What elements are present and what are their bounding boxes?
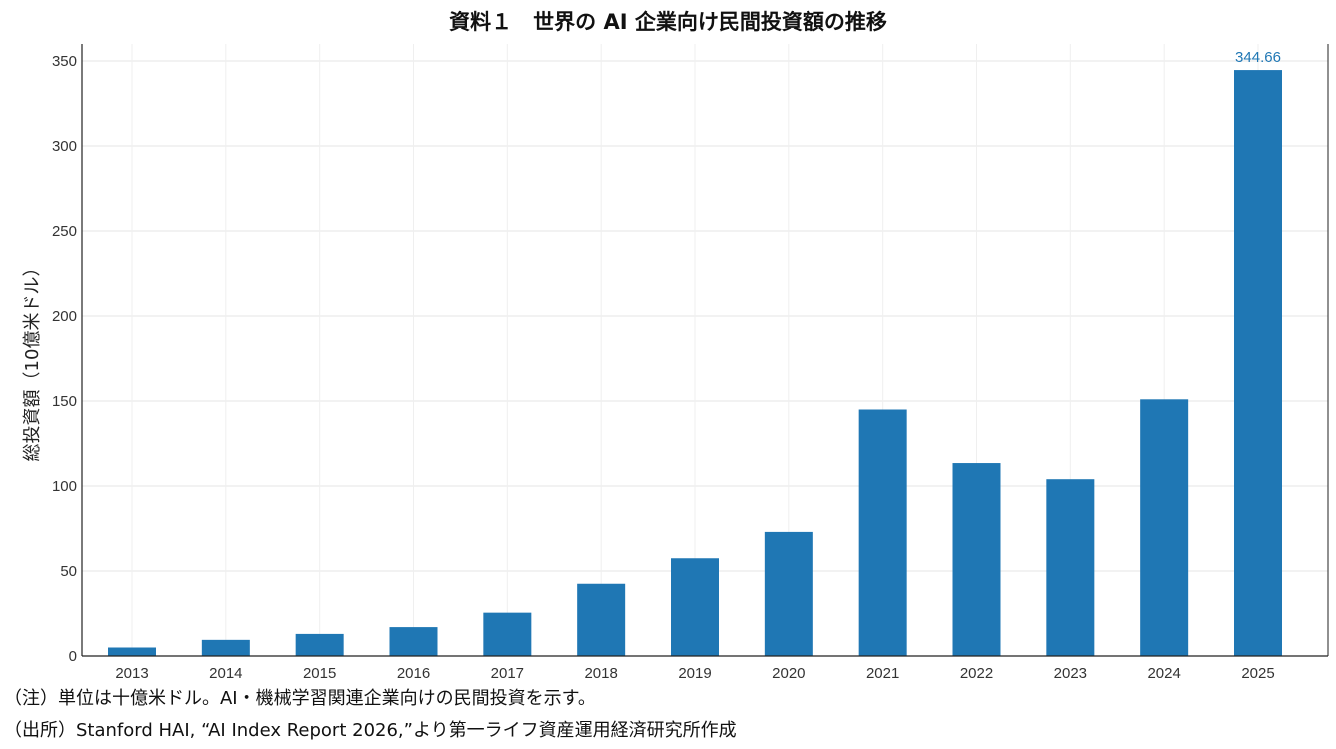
bar-2016 — [389, 627, 438, 656]
x-tick-label: 2014 — [209, 665, 242, 680]
y-tick-label: 150 — [52, 393, 77, 410]
axes: 0 50 100 150 200 250 300 350 2013 2014 2015 2016 201… — [52, 44, 1329, 680]
source-note: （出所）Stanford HAI, “AI Index Report 2026,… — [4, 720, 737, 741]
x-tick-label: 2024 — [1147, 665, 1180, 680]
data-label: 344.66 — [1235, 49, 1281, 66]
y-tick-label: 300 — [52, 138, 77, 155]
y-axis-label: 総投資額（10億米ドル） — [22, 259, 43, 462]
bar-2025 — [1234, 70, 1282, 656]
bar-2018 — [577, 583, 626, 656]
x-tick-label: 2019 — [678, 665, 711, 680]
bar-2020 — [764, 531, 813, 656]
bar-2019 — [671, 558, 719, 656]
y-tick-label: 50 — [60, 563, 77, 580]
y-tick-label: 250 — [52, 223, 77, 240]
x-tick-label: 2022 — [960, 665, 993, 680]
x-tick-label: 2023 — [1054, 665, 1087, 680]
bar-2015 — [295, 633, 344, 656]
y-tick-label: 350 — [52, 53, 77, 70]
bar-chart: 0 50 100 150 200 250 300 350 2013 2014 2015 2016 201… — [22, 44, 1329, 680]
footnote: （注）単位は十億米ドル。AI・機械学習関連企業向けの民間投資を示す。 — [4, 688, 596, 709]
x-tick-label: 2015 — [303, 665, 336, 680]
x-tick-label: 2016 — [397, 665, 430, 680]
bar-2021 — [858, 409, 907, 656]
x-tick-label: 2017 — [491, 665, 524, 680]
x-tick-label: 2020 — [772, 665, 805, 680]
y-tick-label: 100 — [52, 478, 77, 495]
bars — [108, 70, 1282, 656]
bar-2022 — [952, 463, 1001, 656]
y-tick-label: 0 — [69, 648, 77, 665]
bar-2013 — [108, 647, 156, 656]
chart-title: 資料１ 世界の AI 企業向け民間投資額の推移 — [449, 10, 887, 34]
bar-2023 — [1046, 479, 1095, 656]
bar-2017 — [483, 612, 532, 656]
x-tick-label: 2025 — [1241, 665, 1274, 680]
x-tick-label: 2018 — [584, 665, 617, 680]
x-tick-label: 2013 — [115, 665, 148, 680]
x-tick-label: 2021 — [866, 665, 899, 680]
bar-2024 — [1140, 399, 1189, 656]
bar-2014 — [201, 639, 250, 656]
y-tick-label: 200 — [52, 308, 77, 325]
